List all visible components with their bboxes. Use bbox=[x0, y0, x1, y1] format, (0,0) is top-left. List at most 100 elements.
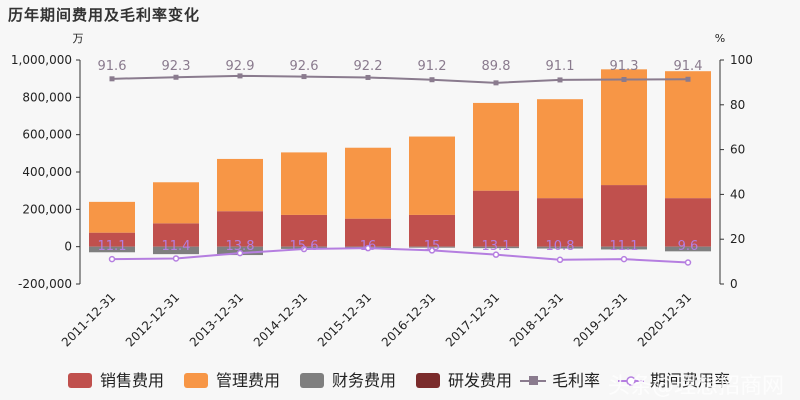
gross-margin-label: 92.9 bbox=[226, 59, 255, 74]
period-ratio-label: 16 bbox=[360, 239, 377, 254]
gross-margin-label: 91.3 bbox=[610, 59, 639, 74]
period-ratio-point bbox=[108, 255, 116, 263]
x-tick-label: 2020-12-31 bbox=[635, 290, 694, 349]
bar-segment bbox=[345, 147, 391, 219]
legend-swatch bbox=[68, 373, 92, 388]
bar-segment bbox=[665, 198, 711, 247]
x-tick-label: 2014-12-31 bbox=[251, 290, 310, 349]
bar-segment bbox=[153, 246, 199, 255]
x-tick-label: 2016-12-31 bbox=[379, 290, 438, 349]
bar-segment bbox=[281, 152, 327, 215]
period-ratio-label: 13.8 bbox=[226, 239, 255, 254]
gross-margin-point bbox=[557, 77, 563, 83]
gross-margin-point bbox=[685, 76, 691, 82]
period-ratio-label: 11.1 bbox=[98, 239, 127, 254]
bar-segment bbox=[537, 198, 583, 247]
gross-margin-label: 92.2 bbox=[354, 59, 383, 74]
period-ratio-label: 9.6 bbox=[678, 239, 699, 254]
period-ratio-point bbox=[300, 245, 308, 253]
legend-label: 毛利率 bbox=[552, 371, 600, 390]
gross-margin-line bbox=[111, 74, 689, 84]
gross-margin-label: 91.1 bbox=[546, 59, 575, 74]
bar-segment bbox=[89, 201, 135, 233]
period-ratio-point bbox=[364, 244, 372, 252]
right-tick-label: 20 bbox=[730, 232, 745, 246]
gross-margin-label: 91.2 bbox=[418, 59, 447, 74]
period-ratio-point bbox=[556, 256, 564, 264]
x-tick-label: 2018-12-31 bbox=[507, 290, 566, 349]
left-tick-label: -200,000 bbox=[18, 277, 72, 291]
right-tick-label: 80 bbox=[730, 98, 745, 112]
x-tick-label: 2013-12-31 bbox=[187, 290, 246, 349]
left-axis-unit: 万 bbox=[73, 32, 84, 45]
legend-marker bbox=[529, 376, 538, 385]
period-ratio-label: 11.4 bbox=[162, 239, 191, 254]
right-tick-label: 60 bbox=[730, 143, 745, 157]
left-tick-label: 400,000 bbox=[22, 165, 72, 179]
bar-segment bbox=[153, 223, 199, 247]
period-ratio-point bbox=[172, 255, 180, 262]
x-tick-label: 2015-12-31 bbox=[315, 290, 374, 349]
left-tick-label: 200,000 bbox=[22, 202, 72, 216]
bar-segment bbox=[153, 182, 199, 224]
gross-margin-point bbox=[301, 74, 307, 80]
gross-margin-point bbox=[109, 76, 115, 82]
bar-segment bbox=[409, 214, 455, 247]
x-tick-label: 2019-12-31 bbox=[571, 290, 630, 349]
legend-swatch bbox=[184, 373, 208, 388]
right-axis-unit: % bbox=[715, 32, 725, 45]
bar-segment bbox=[217, 158, 263, 212]
period-ratio-point bbox=[428, 247, 436, 254]
bar-segment bbox=[345, 218, 391, 247]
bar-segment bbox=[473, 246, 519, 249]
bar-segment bbox=[409, 136, 455, 215]
legend-label: 期间费用率 bbox=[650, 371, 730, 390]
bar-segment bbox=[473, 190, 519, 247]
period-ratio-label: 10.8 bbox=[546, 239, 575, 254]
gross-margin-point bbox=[493, 80, 499, 86]
watermark: 头条@理想招商网 bbox=[608, 374, 784, 399]
gross-margin-label: 91.4 bbox=[674, 59, 703, 74]
period-ratio-line bbox=[111, 247, 689, 264]
bar-segment bbox=[89, 246, 135, 253]
legend-label: 财务费用 bbox=[332, 371, 396, 390]
gross-margin-label: 91.6 bbox=[98, 59, 127, 74]
legend-swatch bbox=[416, 373, 440, 388]
period-ratio-label: 15 bbox=[424, 239, 441, 254]
period-ratio-point bbox=[492, 251, 500, 258]
gross-margin-label: 92.3 bbox=[162, 59, 191, 74]
chart-title: 历年期间费用及毛利率变化 bbox=[8, 6, 201, 24]
legend-label: 研发费用 bbox=[448, 371, 512, 390]
legend-marker bbox=[626, 376, 636, 386]
bar-segment bbox=[89, 232, 135, 247]
gross-margin-label: 89.8 bbox=[482, 59, 511, 74]
bar-segment bbox=[665, 246, 711, 252]
left-tick-label: 1,000,000 bbox=[11, 53, 72, 67]
gross-margin-point bbox=[621, 76, 627, 82]
period-ratio-label: 13.1 bbox=[482, 239, 511, 254]
x-tick-label: 2012-12-31 bbox=[123, 290, 182, 349]
bar-segment bbox=[537, 99, 583, 199]
bar-segment bbox=[217, 211, 263, 247]
left-tick-label: 800,000 bbox=[22, 90, 72, 104]
right-tick-label: 100 bbox=[730, 53, 753, 67]
legend-label: 销售费用 bbox=[100, 371, 164, 390]
bar-segment bbox=[601, 185, 647, 247]
x-tick-label: 2011-12-31 bbox=[59, 290, 118, 349]
legend-swatch bbox=[300, 373, 324, 388]
bar-segment bbox=[537, 246, 583, 249]
bar-segment bbox=[281, 214, 327, 247]
gross-margin-point bbox=[173, 74, 179, 80]
bar-segment bbox=[601, 246, 647, 250]
period-ratio-point bbox=[620, 255, 628, 263]
period-ratio-label: 15.6 bbox=[290, 239, 319, 254]
period-ratio-label: 11.1 bbox=[610, 239, 639, 254]
right-tick-label: 40 bbox=[730, 187, 745, 201]
legend-label: 管理费用 bbox=[216, 371, 280, 390]
gross-margin-point bbox=[237, 73, 243, 79]
bar-segment bbox=[665, 71, 711, 199]
left-tick-label: 0 bbox=[64, 240, 72, 254]
bar-segment bbox=[601, 69, 647, 186]
gross-margin-point bbox=[365, 74, 371, 80]
